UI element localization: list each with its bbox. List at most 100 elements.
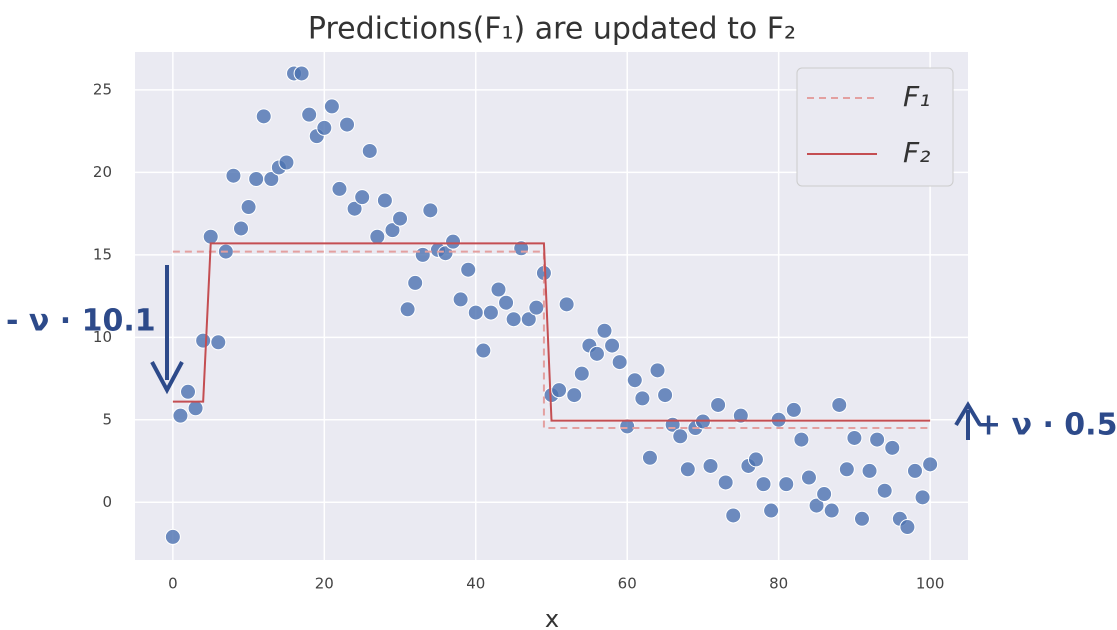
point (725, 507, 742, 524)
point (437, 245, 454, 262)
point (422, 202, 439, 219)
x-tick-label: 40 (466, 575, 485, 593)
point (316, 119, 333, 136)
point (482, 304, 499, 321)
point (460, 261, 477, 278)
point (747, 451, 764, 468)
point (906, 462, 923, 479)
step-line (172, 242, 931, 422)
point (180, 383, 197, 400)
y-tick-label: 20 (93, 163, 112, 181)
point (331, 180, 348, 197)
point (641, 449, 658, 466)
point (679, 461, 696, 478)
point (225, 167, 242, 184)
up-arrow-head (954, 401, 982, 427)
point (233, 220, 250, 237)
point (876, 482, 893, 499)
point (604, 337, 621, 354)
point (528, 299, 545, 316)
x-tick-label: 100 (916, 575, 945, 593)
annotation: - ν · 10.1 (6, 304, 156, 339)
legend: F₁ F₂ (796, 67, 954, 187)
point (800, 469, 817, 486)
point (505, 311, 522, 328)
point (498, 294, 515, 311)
point (384, 222, 401, 239)
point (399, 301, 416, 318)
point (263, 171, 280, 187)
point (763, 502, 780, 519)
point (414, 246, 431, 263)
point (407, 274, 424, 291)
point (293, 65, 310, 82)
point (490, 281, 507, 298)
point (346, 200, 363, 217)
point (922, 456, 939, 473)
point (376, 192, 393, 209)
point (323, 98, 340, 115)
point (717, 474, 734, 491)
point (475, 342, 492, 359)
point (838, 461, 855, 478)
point (278, 154, 295, 171)
x-tick-label: 20 (315, 575, 334, 593)
down-arrow-head (150, 361, 184, 395)
point (634, 390, 651, 407)
point (566, 387, 583, 404)
point (558, 296, 575, 313)
point (187, 400, 204, 417)
x-tick-label: 80 (769, 575, 788, 593)
point (369, 228, 386, 245)
point (884, 439, 901, 456)
annotation: + ν · 0.5 (976, 408, 1117, 443)
point (172, 407, 189, 424)
point (649, 362, 666, 379)
point (672, 428, 689, 445)
point (202, 228, 219, 245)
chart-title: Predictions(F₁) are updated to F₂ (308, 12, 796, 47)
x-tick-label: 0 (168, 575, 178, 593)
point (823, 502, 840, 519)
point (755, 476, 772, 493)
point (846, 429, 863, 446)
point (619, 418, 636, 435)
point (657, 387, 674, 404)
point (588, 345, 605, 362)
point (452, 291, 469, 308)
point (210, 334, 227, 351)
point (778, 476, 795, 493)
point (785, 401, 802, 418)
y-tick-label: 10 (93, 328, 112, 346)
point (240, 199, 257, 216)
y-tick-label: 0 (102, 493, 112, 511)
point (914, 489, 931, 506)
point (361, 142, 378, 159)
point (710, 396, 727, 413)
point (626, 372, 643, 389)
point (248, 171, 265, 187)
point (445, 233, 462, 250)
point (869, 431, 886, 448)
point (392, 210, 409, 227)
point (853, 510, 870, 527)
point (520, 311, 537, 328)
point (596, 322, 613, 339)
y-tick-label: 5 (102, 410, 112, 428)
point (551, 382, 568, 399)
point (899, 519, 916, 536)
point (354, 189, 371, 206)
x-tick-label: 60 (618, 575, 637, 593)
x-axis-label: x (545, 605, 559, 630)
point (467, 304, 484, 321)
point (255, 108, 272, 125)
point (808, 497, 825, 514)
point (732, 407, 749, 424)
point (195, 332, 212, 349)
legend-label: F₂ (903, 136, 930, 169)
point (793, 431, 810, 448)
point (861, 462, 878, 479)
step-line (172, 250, 931, 430)
